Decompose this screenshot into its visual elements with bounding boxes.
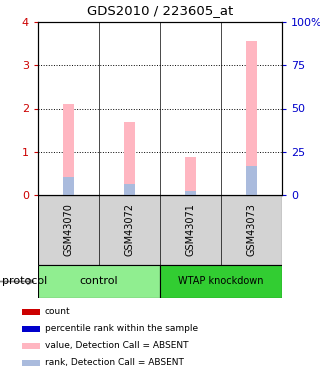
Text: count: count: [45, 308, 70, 316]
Bar: [22, 309, 40, 315]
Text: percentile rank within the sample: percentile rank within the sample: [45, 324, 198, 333]
Text: control: control: [80, 276, 118, 286]
Text: value, Detection Call = ABSENT: value, Detection Call = ABSENT: [45, 341, 188, 350]
Text: GSM43073: GSM43073: [246, 204, 257, 257]
Bar: [185, 190, 196, 195]
Bar: [246, 40, 257, 195]
Bar: [124, 184, 135, 195]
Text: rank, Detection Call = ABSENT: rank, Detection Call = ABSENT: [45, 358, 184, 367]
Bar: [22, 343, 40, 349]
Bar: [22, 360, 40, 366]
Text: GSM43072: GSM43072: [124, 204, 134, 257]
Text: GDS2010 / 223605_at: GDS2010 / 223605_at: [87, 4, 233, 17]
Bar: [246, 166, 257, 195]
Text: WTAP knockdown: WTAP knockdown: [178, 276, 264, 286]
Bar: [63, 104, 74, 195]
Text: GSM43071: GSM43071: [186, 204, 196, 257]
Text: GSM43070: GSM43070: [63, 204, 74, 257]
Bar: [63, 177, 74, 195]
Bar: [185, 157, 196, 195]
Bar: [124, 122, 135, 195]
Bar: [38, 265, 160, 298]
Bar: [160, 265, 282, 298]
Text: protocol: protocol: [2, 276, 47, 286]
Bar: [22, 326, 40, 332]
